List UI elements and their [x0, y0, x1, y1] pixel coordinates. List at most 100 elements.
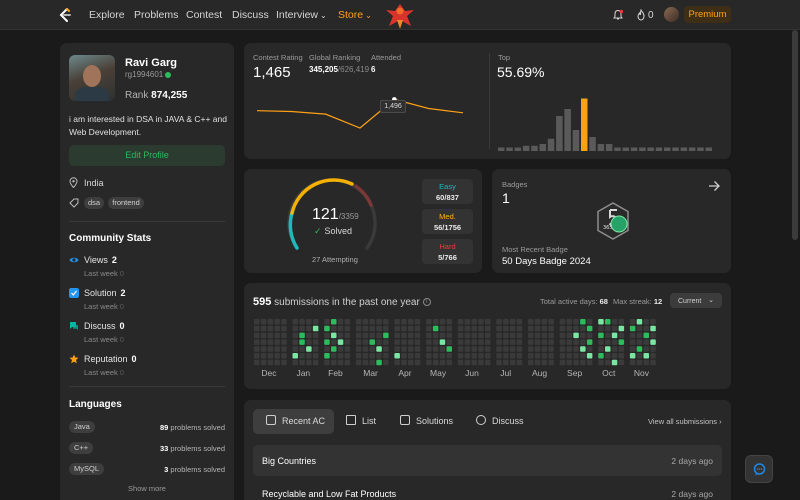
chat-button[interactable] — [745, 455, 773, 483]
fire-streak-icon[interactable] — [636, 9, 646, 21]
tab-recent-ac[interactable]: Recent AC — [266, 409, 325, 434]
heatmap-cell — [337, 332, 344, 339]
heatmap-cell — [650, 325, 656, 332]
list-item[interactable]: Big Countries 2 days ago — [253, 445, 722, 476]
heatmap-cell — [629, 325, 636, 332]
premium-button[interactable]: Premium — [684, 6, 731, 23]
bell-icon[interactable] — [612, 9, 624, 21]
heatmap-cell — [503, 339, 509, 345]
heatmap-cell — [457, 325, 464, 332]
heatmap-cell — [306, 353, 312, 359]
rank-value: 874,255 — [151, 90, 188, 101]
heatmap-cell — [611, 359, 618, 366]
heatmap-cell — [573, 346, 579, 352]
tab-discuss[interactable]: Discuss — [476, 409, 524, 434]
heatmap-cell — [306, 319, 312, 325]
rating-line-chart[interactable] — [253, 81, 483, 149]
profile-location: India — [84, 178, 104, 188]
heatmap-cell — [650, 332, 656, 339]
submissions-count: 595 — [253, 296, 272, 308]
heatmap-cell — [383, 339, 389, 345]
arrow-right-icon[interactable] — [708, 180, 720, 192]
profile-bio: i am interested in DSA in JAVA & C++ and… — [69, 114, 227, 137]
heatmap-cell — [629, 332, 636, 339]
histogram-bar — [705, 147, 712, 151]
heatmap-cell — [541, 353, 548, 359]
nav-contest[interactable]: Contest — [186, 9, 223, 21]
profile-card: Ravi Garg rg1994601 Rank 874,255 i am in… — [60, 43, 234, 500]
heatmap-cell — [254, 339, 260, 345]
skill-tag[interactable]: dsa — [84, 197, 104, 209]
discuss-search-icon — [476, 415, 486, 425]
heatmap-cell — [292, 319, 298, 325]
heatmap-cell — [457, 346, 464, 352]
badge-50-days-icon[interactable]: 365 — [593, 201, 633, 241]
stat-week-value: 0 — [119, 269, 124, 278]
user-avatar[interactable] — [664, 7, 679, 22]
rating-histogram[interactable] — [498, 93, 723, 151]
heatmap-cell — [439, 339, 446, 345]
language-count-value: 89 — [159, 423, 169, 432]
max-streak: Max streak: 12 — [613, 297, 662, 306]
heatmap-cell — [281, 332, 287, 339]
heatmap-cell — [573, 319, 579, 325]
info-icon[interactable]: i — [422, 298, 431, 307]
heatmap-cell — [408, 339, 414, 345]
heatmap-cell — [618, 346, 625, 352]
year-select[interactable]: Current ⌄ — [670, 293, 722, 308]
nav-store[interactable]: Store ⌄ — [338, 9, 372, 21]
show-more-link[interactable]: Show more — [128, 484, 166, 493]
difficulty-value: 60/837 — [436, 193, 459, 202]
difficulty-medium[interactable]: Med. 56/1756 — [422, 209, 473, 234]
difficulty-hard[interactable]: Hard 5/766 — [422, 239, 473, 264]
nav-problems[interactable]: Problems — [134, 9, 179, 21]
solved-card: 121/3359 ✓ Solved 27 Attempting Easy 60/8… — [244, 169, 482, 273]
rank-label: Rank — [125, 90, 149, 101]
heatmap-cell — [611, 346, 618, 352]
leetcode-logo-icon[interactable] — [57, 7, 73, 23]
submission-heatmap[interactable] — [254, 319, 724, 367]
language-chip[interactable]: MySQL — [69, 463, 105, 475]
scrollbar[interactable] — [792, 30, 798, 240]
heatmap-cell — [324, 353, 330, 359]
heatmap-cell — [605, 353, 611, 359]
heatmap-cell — [394, 346, 400, 352]
heatmap-cell — [528, 332, 534, 339]
heatmap-cell — [274, 339, 280, 345]
heatmap-cell — [629, 319, 636, 325]
nav-discuss[interactable]: Discuss — [232, 9, 269, 21]
skill-tag[interactable]: frontend — [108, 197, 144, 209]
submissions-title: 595 submissions in the past one year i — [253, 296, 431, 308]
tab-list[interactable]: List — [346, 409, 376, 434]
heatmap-cell — [650, 319, 656, 325]
nav-explore[interactable]: Explore — [89, 9, 125, 21]
heatmap-cell — [260, 325, 267, 332]
heatmap-cell — [516, 346, 523, 352]
submissions-card: 595 submissions in the past one year i To… — [244, 283, 731, 389]
heatmap-cell — [509, 332, 516, 339]
list-item[interactable]: Recyclable and Low Fat Products 2 days a… — [253, 478, 722, 500]
heatmap-cell — [337, 325, 344, 332]
difficulty-easy[interactable]: Easy 60/837 — [422, 179, 473, 204]
language-chip[interactable]: Java — [69, 421, 95, 433]
solved-label: ✓ Solved — [314, 226, 352, 237]
edit-profile-button[interactable]: Edit Profile — [69, 145, 225, 166]
tab-solutions[interactable]: Solutions — [400, 409, 453, 434]
solved-count: 121/3359 — [312, 206, 359, 224]
heatmap-cell — [471, 359, 477, 366]
language-chip[interactable]: C++ — [69, 442, 94, 454]
heatmap-cell — [414, 346, 421, 352]
heatmap-cell — [446, 359, 452, 366]
heatmap-cell — [629, 359, 636, 366]
mascot-icon[interactable] — [383, 2, 417, 30]
stat-discuss-week: Last week 0 — [84, 335, 124, 344]
avatar-shirt — [75, 87, 109, 101]
histogram-bar — [630, 147, 638, 151]
heatmap-cell — [548, 353, 554, 359]
heatmap-cell — [426, 319, 432, 325]
nav-interview[interactable]: Interview ⌄ — [276, 9, 327, 21]
heatmap-cell — [548, 346, 554, 352]
month-label: Aug — [531, 368, 548, 378]
attended-label: Attended — [371, 53, 402, 62]
view-all-submissions-link[interactable]: View all submissions › — [648, 417, 722, 426]
